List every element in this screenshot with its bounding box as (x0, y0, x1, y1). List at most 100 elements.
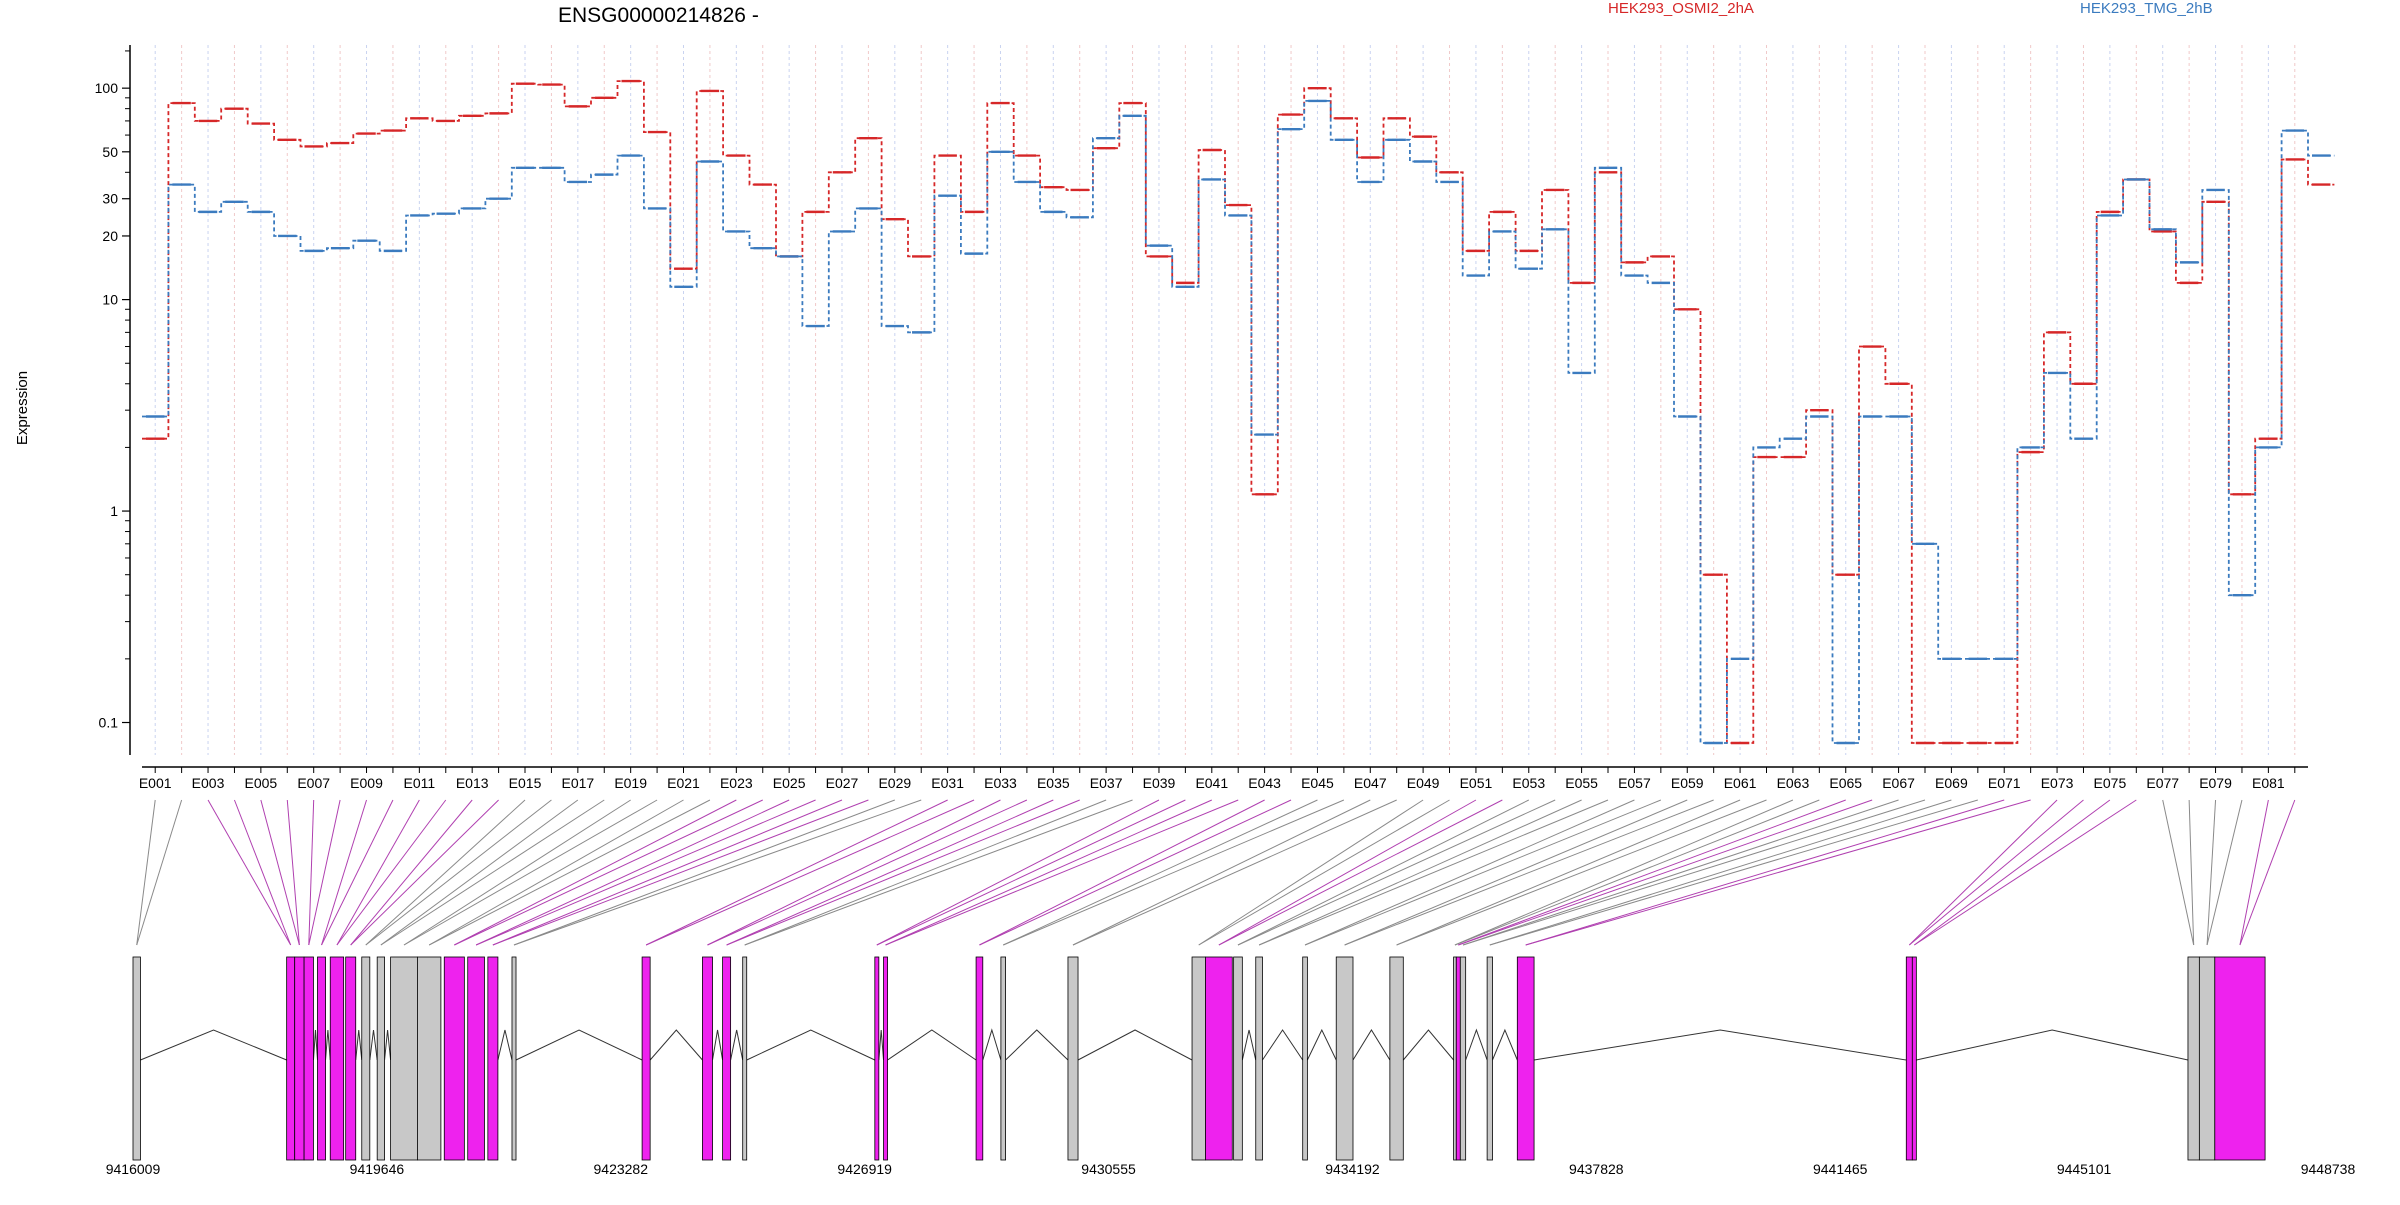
exon-block (390, 956, 418, 1161)
exon-block (303, 956, 314, 1161)
exon-block (702, 956, 713, 1161)
exon-connector (2239, 799, 2296, 946)
exon-connector (707, 799, 1001, 946)
x-tick-label: E029 (878, 775, 911, 791)
exon-block (975, 956, 984, 1161)
intron-line (1005, 1029, 1069, 1061)
exon-connector (744, 799, 1133, 946)
y-axis: 0.1 1 10 20 30 50 100 (95, 45, 131, 755)
exon-block (487, 956, 499, 1161)
exon-connector (1258, 799, 1609, 946)
exon-connector (1914, 799, 2137, 946)
exon-block (1389, 956, 1404, 1161)
coordinate-label: 9445101 (2057, 1161, 2112, 1177)
exon-connector (308, 799, 315, 946)
y-tick-label: 0.1 (99, 715, 119, 731)
exon-connector (286, 799, 300, 946)
y-tick-label: 50 (102, 144, 118, 160)
exon-connector (1489, 799, 1952, 946)
exon-connector (428, 799, 711, 946)
exon-connector (336, 799, 420, 946)
exon-block (1455, 956, 1461, 1161)
exon-connector (1072, 799, 1397, 946)
exon-block (1453, 956, 1457, 1161)
exon-block (132, 956, 141, 1161)
x-tick-label: E017 (561, 775, 594, 791)
exon-connector (336, 799, 447, 946)
exon-connector (233, 799, 292, 946)
intron-line (369, 1029, 378, 1061)
exon-connector (136, 799, 183, 946)
exon-connector (1462, 799, 1926, 946)
genomic-axis: 9416009 9419646 9423282 9426919 9430555 94341… (106, 1161, 2356, 1177)
x-tick-label: E021 (667, 775, 700, 791)
exon-block (883, 956, 888, 1161)
x-tick-label: E019 (614, 775, 647, 791)
exon-connector (707, 799, 1028, 946)
y-tick-label: 30 (102, 191, 118, 207)
x-axis: E001 E003 E005 E007 E009 E011 E013 E015 E017 E019… (139, 766, 2308, 791)
coordinate-label: 9419646 (350, 1161, 405, 1177)
exon-connector (979, 799, 1265, 946)
exon-block (1911, 956, 1917, 1161)
x-tick-label: E069 (1935, 775, 1968, 791)
exon-connector (2206, 799, 2217, 946)
x-tick-label: E055 (1565, 775, 1598, 791)
intron-line (325, 1029, 331, 1061)
intron-line (140, 1029, 287, 1061)
y-axis-label: Expression (14, 371, 31, 445)
exon-connector (2162, 799, 2195, 946)
exon-connector (350, 799, 473, 946)
exon-connector (1396, 799, 1741, 946)
x-tick-label: E039 (1143, 775, 1176, 791)
x-tick-label: E049 (1407, 775, 1440, 791)
intron-line (515, 1029, 643, 1061)
x-tick-label: E063 (1777, 775, 1810, 791)
exon-block (294, 956, 305, 1161)
exon-connector (1218, 799, 1503, 946)
exon-connectors (136, 799, 2296, 946)
x-tick-label: E013 (456, 775, 489, 791)
coordinate-label: 9423282 (594, 1161, 649, 1177)
x-tick-label: E067 (1882, 775, 1915, 791)
exon-connector (1304, 799, 1662, 946)
exon-connector (1237, 799, 1556, 946)
exon-connector (1396, 799, 1767, 946)
exon-block (1255, 956, 1263, 1161)
exon-block (1459, 956, 1467, 1161)
x-tick-label: E053 (1512, 775, 1545, 791)
x-tick-label: E027 (826, 775, 859, 791)
exon-connector (1258, 799, 1582, 946)
exon-connector (321, 799, 368, 946)
x-tick-label: E065 (1829, 775, 1862, 791)
x-tick-label: E081 (2252, 775, 2285, 791)
exon-connector (513, 799, 922, 946)
exon-connector (2239, 799, 2269, 946)
exon-connector (321, 799, 394, 946)
exon-connector (1489, 799, 1978, 946)
intron-line (1492, 1028, 1518, 1061)
intron-line (1077, 1029, 1193, 1061)
exon-connector (1344, 799, 1688, 946)
x-tick-label: E023 (720, 775, 753, 791)
exon-block (1000, 956, 1006, 1161)
exon-connector (726, 799, 1054, 946)
exon-connector (2206, 799, 2243, 946)
x-tick-label: E075 (2094, 775, 2127, 791)
exon-connector (1462, 799, 1899, 946)
exon-connector (1908, 799, 2084, 946)
intron-line (730, 1029, 744, 1061)
exon-connector (1525, 799, 2005, 946)
exon-connector (380, 799, 605, 946)
exon-connector (1237, 799, 1529, 946)
x-tick-label: E031 (931, 775, 964, 791)
exon-connector (365, 799, 552, 946)
exon-connector (979, 799, 1292, 946)
exon-connector (1454, 799, 1820, 946)
exon-block (742, 956, 748, 1161)
exon-block (1233, 956, 1243, 1161)
exon-connector (1344, 799, 1714, 946)
x-tick-label: E015 (509, 775, 542, 791)
x-tick-label: E035 (1037, 775, 1070, 791)
